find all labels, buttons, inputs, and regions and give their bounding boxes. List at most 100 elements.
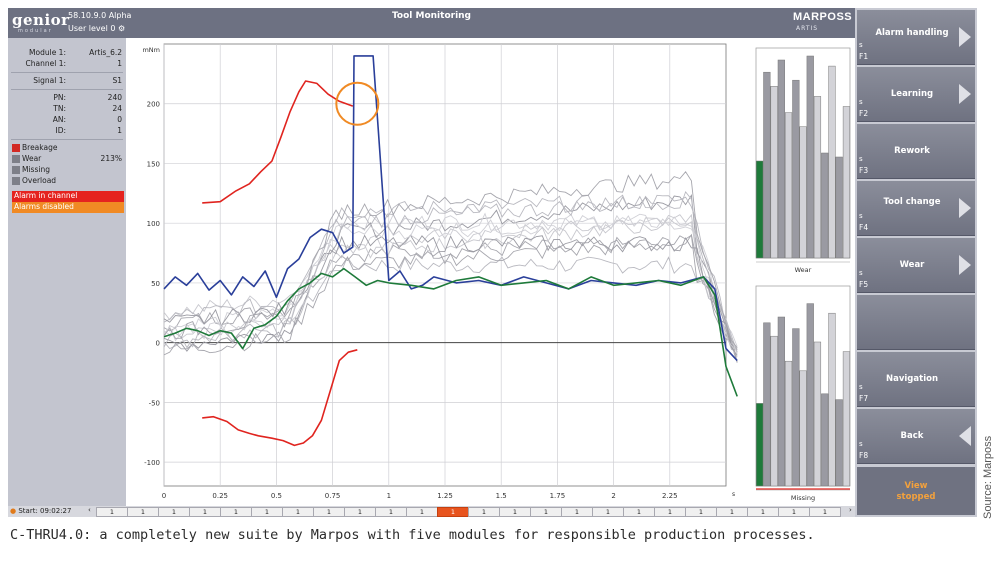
f3-label: F3 (859, 166, 869, 175)
artis-logo: ARTIS (796, 25, 819, 32)
history-curve (163, 234, 738, 350)
missing-histogram-bar (792, 328, 800, 487)
f1-label: F1 (859, 52, 869, 61)
arrow-right-icon (959, 198, 971, 218)
alarm-handling-button[interactable]: Alarm handling s F1 (857, 10, 975, 65)
y-tick-label: 100 (147, 220, 160, 228)
page-tab[interactable]: 1 (623, 507, 655, 517)
y-axis-unit: mNm (142, 46, 160, 54)
wear-button-label: Wear (899, 260, 925, 270)
user-level-label: User level 0 (68, 24, 116, 33)
divider (11, 139, 123, 140)
history-curve (163, 255, 738, 351)
missing-histogram-bar (756, 403, 764, 487)
module-row: Module 1: Artis_6.2 (8, 48, 126, 59)
clock-icon: ● (10, 507, 17, 515)
page-tab[interactable]: 1 (189, 507, 221, 517)
history-curve (163, 217, 738, 349)
tn-value: 24 (112, 104, 122, 113)
y-tick-label: -50 (149, 399, 160, 407)
page-tab[interactable]: 1 (282, 507, 314, 517)
wear-button[interactable]: Wear s F5 (857, 238, 975, 293)
page-title: Tool Monitoring (391, 11, 472, 21)
arrow-left-icon (959, 426, 971, 446)
page-tab[interactable]: 1 (530, 507, 562, 517)
page-tab[interactable]: 1 (375, 507, 407, 517)
module-value: Artis_6.2 (89, 48, 122, 57)
page-tab[interactable]: 1 (561, 507, 593, 517)
back-button[interactable]: Back s F8 (857, 409, 975, 464)
channel-label: Channel 1: (25, 59, 66, 68)
x-tick-label: 2.25 (662, 492, 678, 500)
torque-chart[interactable]: 0 0.25 0.5 0.75 1 1.25 1.5 1.75 2 2.25 200 150 100 50… (126, 38, 750, 506)
start-time-label: Start: 09:02:27 (18, 507, 72, 515)
channel-value: 1 (117, 59, 122, 68)
page-tab[interactable]: 1 (251, 507, 283, 517)
x-tick-label: 1 (387, 492, 391, 500)
overload-status: Overload (12, 176, 124, 186)
f6-button[interactable] (857, 295, 975, 350)
page-tab[interactable]: 1 (499, 507, 531, 517)
channel-row: Channel 1: 1 (8, 59, 126, 70)
missing-status: Missing (12, 165, 124, 175)
page-tab[interactable]: 1 (809, 507, 841, 517)
an-label: AN: (52, 115, 66, 124)
page-tab[interactable]: 1 (158, 507, 190, 517)
x-tick-label: 1.25 (437, 492, 453, 500)
start-time: ● Start: 09:02:27 (10, 507, 71, 515)
page-tab[interactable]: 1 (344, 507, 376, 517)
gear-icon[interactable]: ⚙ (117, 24, 126, 33)
genior-logo-subtitle: modular (18, 28, 53, 34)
s-label: s (859, 383, 863, 391)
s-label: s (859, 440, 863, 448)
page-tab[interactable]: 1 (313, 507, 345, 517)
page-tab[interactable]: 1 (127, 507, 159, 517)
arrow-right-icon (959, 255, 971, 275)
tn-label: TN: (53, 104, 66, 113)
an-value: 0 (117, 115, 122, 124)
x-tick-label: 2 (611, 492, 615, 500)
history-curve (163, 190, 738, 353)
x-tick-label: 0.75 (325, 492, 341, 500)
wear-histogram-bar (792, 79, 800, 259)
f7-label: F7 (859, 394, 869, 403)
tool-change-button[interactable]: Tool change s F4 (857, 181, 975, 236)
page-tab[interactable]: 1 (96, 507, 128, 517)
wear-histogram-bar (842, 106, 851, 259)
user-level[interactable]: User level 0 ⚙ (68, 24, 125, 33)
history-curve (163, 193, 738, 356)
chevron-left-icon[interactable]: ‹ (88, 506, 91, 514)
missing-histogram-bar (806, 303, 814, 487)
page-tab[interactable]: 1 (220, 507, 252, 517)
page-tab[interactable]: 1 (716, 507, 748, 517)
page-tab[interactable]: 1 (437, 507, 469, 517)
alarms-disabled-banner: Alarms disabled (12, 202, 124, 213)
wear-histogram-bar (777, 59, 785, 259)
page-tab[interactable]: 1 (468, 507, 500, 517)
missing-histogram-bar (828, 312, 836, 487)
pn-label: PN: (53, 93, 66, 102)
rework-button[interactable]: Rework s F3 (857, 124, 975, 179)
id-row: ID: 1 (8, 126, 126, 137)
history-curve (163, 213, 738, 358)
learning-button[interactable]: Learning s F2 (857, 67, 975, 122)
overload-indicator (12, 177, 20, 185)
missing-histogram-bar (813, 341, 822, 487)
page-tab[interactable]: 1 (592, 507, 624, 517)
page-tab[interactable]: 1 (654, 507, 686, 517)
missing-histogram-bar (821, 393, 829, 487)
page-tab[interactable]: 1 (778, 507, 810, 517)
page-tab[interactable]: 1 (685, 507, 717, 517)
page-tab[interactable]: 1 (406, 507, 438, 517)
wear-histogram-bar (835, 156, 843, 259)
signal-value: S1 (112, 76, 122, 85)
page-tab[interactable]: 1 (747, 507, 779, 517)
genior-logo: genior (12, 11, 70, 29)
function-key-panel: Alarm handling s F1 Learning s F2 Rework s… (855, 8, 977, 517)
y-tick-label: 200 (147, 101, 160, 109)
navigation-button[interactable]: Navigation s F7 (857, 352, 975, 407)
lower-limit-line (202, 349, 358, 447)
missing-histogram-bar (799, 370, 807, 487)
chevron-right-icon[interactable]: › (849, 506, 852, 514)
